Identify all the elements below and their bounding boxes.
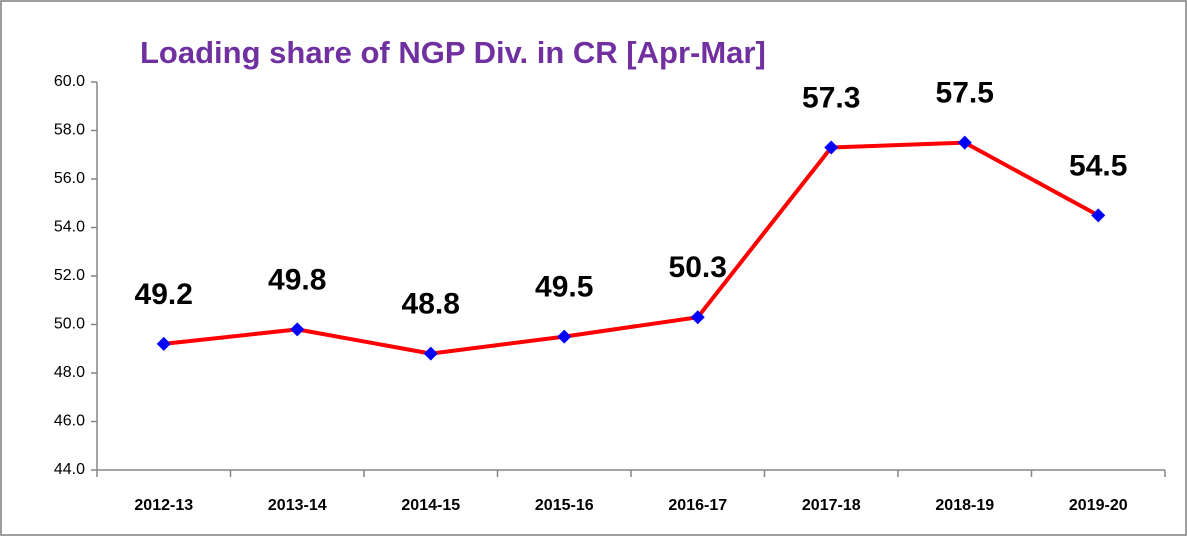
marker [423,346,438,361]
y-tick-label: 54.0 [54,219,85,236]
x-tick-label: 2017-18 [802,497,861,514]
marker [957,135,972,150]
x-tick-label: 2014-15 [401,497,460,514]
y-tick-label: 50.0 [54,316,85,333]
y-tick-label: 58.0 [54,122,85,139]
marker [290,322,305,337]
data-label: 49.8 [268,263,326,296]
y-tick-label: 44.0 [54,461,85,478]
data-label: 48.8 [402,288,460,321]
x-tick-label: 2018-19 [935,497,994,514]
data-label: 57.5 [936,77,994,110]
marker [156,336,171,351]
y-tick-label: 52.0 [54,267,85,284]
y-tick-label: 56.0 [54,170,85,187]
marker [824,140,839,155]
x-tick-label: 2012-13 [134,497,193,514]
x-tick-label: 2013-14 [268,497,327,514]
data-label: 49.2 [135,278,193,311]
marker [1091,208,1106,223]
series-line [163,140,1100,356]
data-label: 57.3 [802,81,860,114]
data-label: 54.5 [1069,149,1127,182]
data-label: 50.3 [669,251,727,284]
data-label: 49.5 [535,271,593,304]
chart-title: Loading share of NGP Div. in CR [Apr-Mar… [140,35,766,70]
y-tick-label: 46.0 [54,413,85,430]
marker [557,329,572,344]
x-tick-label: 2015-16 [535,497,594,514]
x-tick-label: 2016-17 [668,497,727,514]
marker [690,310,705,325]
y-tick-label: 60.0 [54,73,85,90]
x-tick-label: 2019-20 [1069,497,1128,514]
y-tick-label: 48.0 [54,364,85,381]
